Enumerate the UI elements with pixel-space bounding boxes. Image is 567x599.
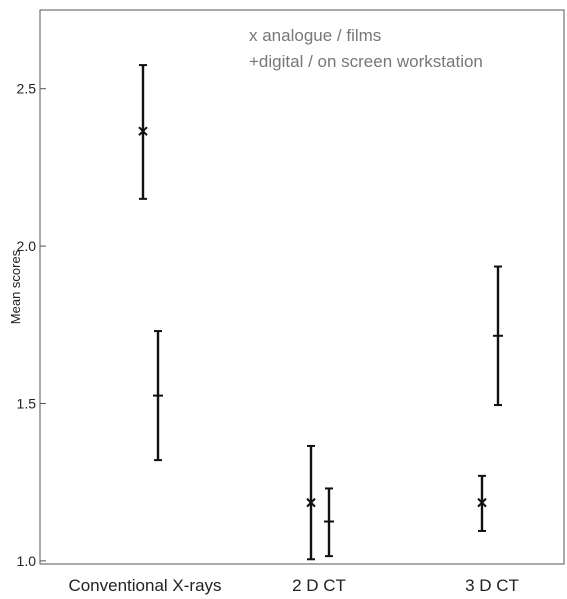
error-bar-0-0 <box>138 64 148 200</box>
marker-x <box>477 497 487 508</box>
y-tick-label-3: 2.5 <box>17 81 37 97</box>
y-tick-label-0: 1.0 <box>17 553 37 569</box>
x-axis: Conventional X-rays 2 D CT 3 D CT <box>68 576 518 595</box>
legend: x analogue / films +digital / on screen … <box>249 26 483 71</box>
legend-entry-analogue: x analogue / films <box>249 26 381 45</box>
y-tick-label-2: 2.0 <box>17 238 37 254</box>
x-category-label-2: 3 D CT <box>465 576 519 595</box>
error-bar-1-2 <box>493 265 503 407</box>
data-marks <box>138 64 503 561</box>
x-category-label-0: Conventional X-rays <box>68 576 221 595</box>
marker-x <box>138 126 148 136</box>
x-category-label-1: 2 D CT <box>292 576 346 595</box>
marker-x <box>306 497 316 508</box>
error-bar-0-2 <box>477 474 487 532</box>
legend-entry-digital: +digital / on screen workstation <box>249 52 483 71</box>
error-bar-1-0 <box>153 330 163 462</box>
y-axis: 1.0 1.5 2.0 2.5 <box>17 81 46 569</box>
y-tick-label-1: 1.5 <box>17 395 37 411</box>
y-axis-title: Mean scores <box>8 249 23 324</box>
error-bar-0-1 <box>306 444 316 561</box>
error-bar-1-1 <box>324 487 334 558</box>
plot-frame <box>39 9 565 565</box>
